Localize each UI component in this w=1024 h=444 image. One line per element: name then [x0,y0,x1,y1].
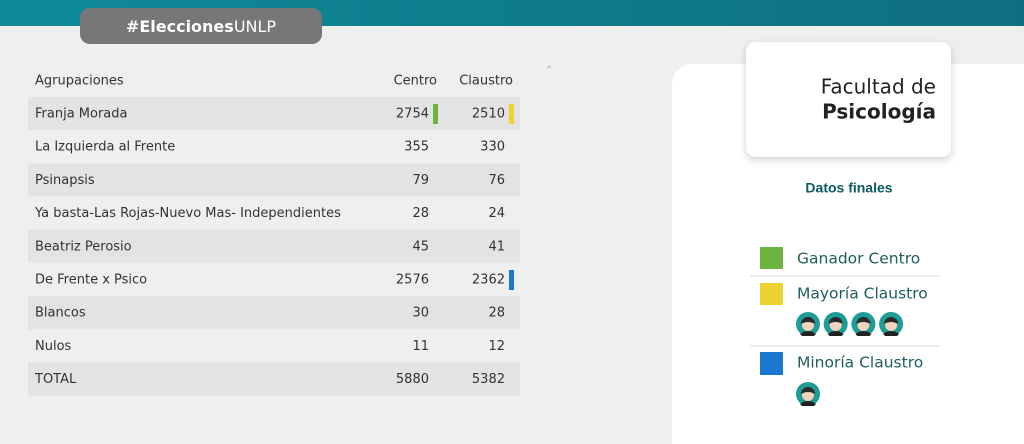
avatar-body [855,331,872,336]
legend-swatch-green [760,247,783,269]
scroll-caret[interactable]: ˄ [546,65,552,79]
claustro-votes: 28 [488,306,505,321]
column-header: Centro [394,74,437,89]
avatar-hair [828,317,843,324]
legend-label: Ganador Centro [797,250,920,268]
avatar-body [827,331,844,336]
summary-panel [672,64,1024,444]
claustro-votes: 76 [488,173,505,188]
winner-marker [433,104,438,124]
row-background [28,163,520,197]
legend-label: Mayoría Claustro [797,285,928,303]
avatar-hair [856,317,871,324]
hashtag-bold: #Elecciones [126,17,234,36]
faculty-card [746,42,951,157]
party-name: Beatriz Perosio [35,239,132,254]
column-header: Claustro [459,74,513,89]
party-name: Franja Morada [35,107,128,122]
faculty-line2: Psicología [822,100,936,124]
claustro-votes: 24 [488,206,505,221]
avatar-hair [801,387,815,394]
seat-avatars [796,312,904,336]
row-background [28,229,520,263]
winner-marker [509,270,514,290]
row-background [28,296,520,330]
faculty-line1: Facultad de [821,75,936,99]
avatar-hair [884,317,899,324]
results-table: Agrupaciones Centro Claustro Franja Morada 2… [28,74,520,396]
winner-marker [509,104,514,124]
party-name: Ya basta-Las Rojas-Nuevo Mas- Independie… [34,206,341,221]
avatar-body [883,331,900,336]
centro-votes: 2576 [396,273,429,288]
centro-votes: 11 [412,339,429,354]
hashtag-badge [80,8,322,44]
hashtag: #EleccionesUNLP [126,17,276,36]
centro-votes: 2754 [396,107,429,122]
party-name: Nulos [35,339,72,354]
legend-swatch-yellow [760,283,783,305]
column-header: Agrupaciones [35,74,124,89]
party-name: Blancos [35,306,86,321]
party-name: Psinapsis [35,173,95,188]
avatar-hair [801,317,815,324]
avatar-body [800,401,816,406]
row-background [28,362,520,396]
party-name: De Frente x Psico [35,273,147,288]
party-name: TOTAL [34,372,77,387]
centro-votes: 79 [412,173,429,188]
centro-votes: 355 [404,140,429,155]
party-name: La Izquierda al Frente [35,140,175,155]
summary-title: Datos finales [805,180,892,196]
claustro-votes: 330 [480,140,505,155]
legend-label: Minoría Claustro [797,354,923,372]
claustro-votes: 5382 [472,372,505,387]
centro-votes: 45 [412,239,429,254]
claustro-votes: 2510 [472,107,505,122]
avatar-body [800,331,816,336]
hashtag-suffix: UNLP [234,17,277,36]
legend-swatch-blue [760,352,783,375]
centro-votes: 5880 [396,372,429,387]
claustro-votes: 2362 [472,273,505,288]
claustro-votes: 41 [488,239,505,254]
centro-votes: 30 [412,306,429,321]
centro-votes: 28 [412,206,429,221]
claustro-votes: 12 [488,339,505,354]
seat-avatars [796,382,820,406]
